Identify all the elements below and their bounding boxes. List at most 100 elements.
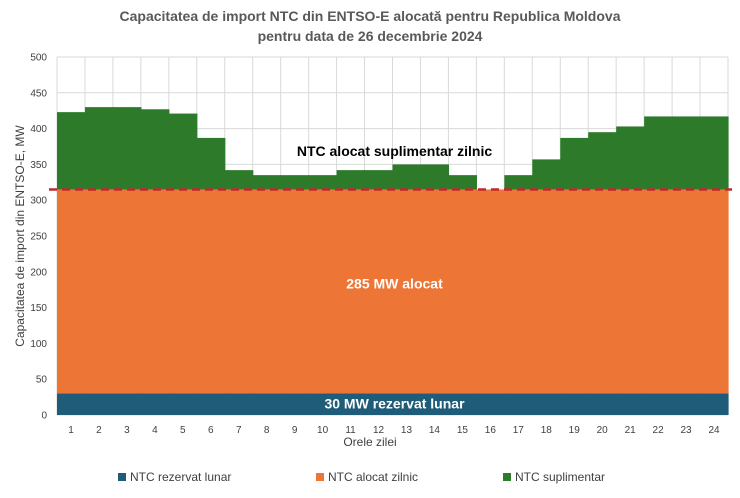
bar-segment	[280, 175, 310, 190]
x-tick-label: 6	[208, 425, 214, 436]
bar-segment	[57, 189, 86, 394]
bar-segment	[168, 393, 198, 415]
legend-swatch	[118, 473, 126, 481]
bar-segment	[364, 189, 394, 394]
legend: NTC rezervat lunar NTC alocat zilnic NTC s…	[118, 470, 605, 484]
y-tick-label: 500	[30, 53, 47, 64]
bar-segment	[308, 189, 338, 394]
x-tick-label: 11	[345, 425, 356, 436]
chart-subtitle: pentru data de 26 decembrie 2024	[258, 28, 483, 44]
x-tick-label: 22	[653, 425, 665, 436]
bar-segment	[196, 393, 226, 415]
bar-segment	[168, 113, 198, 190]
bar-segment	[224, 393, 254, 415]
x-tick-label: 23	[681, 425, 693, 436]
bar-segment	[308, 393, 338, 415]
x-tick-label: 7	[236, 425, 242, 436]
bar-segment	[84, 393, 114, 415]
bar-segment	[616, 189, 645, 394]
bar-segment	[112, 189, 142, 394]
x-tick-label: 3	[124, 425, 130, 436]
bar-segment	[532, 393, 561, 415]
bar-segment	[616, 126, 645, 190]
bar-segment	[364, 170, 394, 190]
bar-segment	[532, 159, 561, 190]
y-tick-label: 50	[36, 375, 48, 386]
x-tick-label: 24	[708, 425, 720, 436]
x-tick-label: 18	[541, 425, 553, 436]
bar-segment	[112, 393, 142, 415]
y-axis-label: Capacitatea de import din ENTSO-E, MW	[13, 125, 27, 347]
bar-segment	[140, 189, 170, 394]
x-tick-label: 12	[373, 425, 385, 436]
x-tick-label: 1	[68, 425, 74, 436]
bars	[57, 107, 729, 415]
bar-segment	[252, 175, 282, 190]
bar-segment	[224, 170, 254, 190]
x-tick-label: 4	[152, 425, 158, 436]
legend-entry: NTC rezervat lunar	[130, 470, 231, 484]
y-tick-label: 100	[30, 339, 47, 350]
bar-segment	[504, 175, 533, 190]
bar-segment	[84, 189, 114, 394]
bar-segment	[196, 189, 226, 394]
bar-segment	[644, 393, 673, 415]
bar-segment	[644, 116, 673, 190]
y-tick-label: 0	[41, 411, 47, 422]
bar-segment	[672, 393, 701, 415]
legend-swatch	[316, 473, 324, 481]
y-tick-label: 200	[30, 267, 47, 278]
bar-segment	[420, 189, 450, 394]
x-tick-label: 20	[597, 425, 609, 436]
bar-segment	[280, 393, 310, 415]
x-tick-label: 15	[457, 425, 469, 436]
bar-segment	[420, 393, 450, 415]
x-tick-label: 5	[180, 425, 186, 436]
x-tick-label: 17	[513, 425, 525, 436]
bar-segment	[504, 189, 533, 394]
bar-segment	[588, 189, 617, 394]
bar-segment	[560, 189, 589, 394]
bar-segment	[392, 393, 422, 415]
bar-segment	[448, 393, 477, 415]
allocated-label: 285 MW alocat	[346, 275, 443, 291]
x-axis-label: Orele zilei	[343, 435, 396, 449]
y-tick-label: 150	[30, 303, 47, 314]
bar-segment	[504, 393, 533, 415]
bar-segment	[364, 393, 394, 415]
bar-segment	[57, 393, 86, 415]
bar-segment	[336, 393, 366, 415]
x-tick-label: 9	[292, 425, 298, 436]
x-tick-label: 10	[317, 425, 329, 436]
y-tick-label: 400	[30, 124, 47, 135]
bar-segment	[588, 393, 617, 415]
bar-segment	[700, 116, 729, 190]
x-tick-label: 2	[96, 425, 102, 436]
x-tick-label: 16	[485, 425, 497, 436]
bar-segment	[588, 132, 617, 190]
bar-segment	[224, 189, 254, 394]
bar-segment	[616, 393, 645, 415]
y-tick-label: 300	[30, 196, 47, 207]
bar-segment	[448, 189, 477, 394]
bar-segment	[532, 189, 561, 394]
bar-segment	[700, 393, 729, 415]
bar-segment	[252, 189, 282, 394]
y-tick-label: 250	[30, 232, 47, 243]
x-tick-label: 21	[625, 425, 637, 436]
bar-segment	[420, 164, 450, 190]
y-tick-label: 350	[30, 160, 47, 171]
bar-segment	[84, 107, 114, 190]
bar-segment	[112, 107, 142, 190]
bar-segment	[476, 189, 505, 394]
bar-segment	[308, 175, 338, 190]
x-tick-label: 14	[429, 425, 441, 436]
bar-segment	[700, 189, 729, 394]
x-tick-label: 8	[264, 425, 270, 436]
bar-segment	[168, 189, 198, 394]
bar-segment	[476, 393, 505, 415]
legend-entry: NTC alocat zilnic	[328, 470, 418, 484]
